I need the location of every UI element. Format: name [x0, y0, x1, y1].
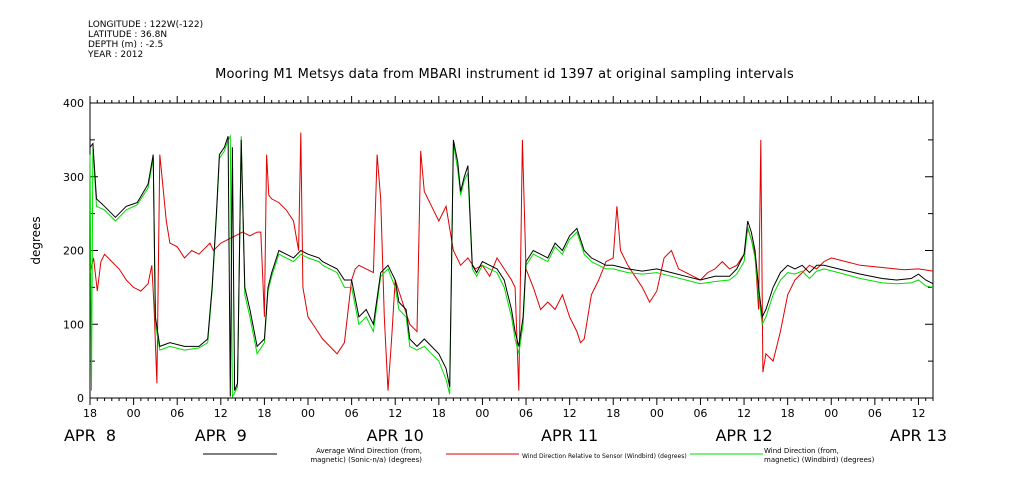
x-tick-label: 12	[214, 407, 228, 420]
chart-title: Mooring M1 Metsys data from MBARI instru…	[215, 67, 794, 82]
x-day-label: APR 12	[715, 426, 772, 445]
x-tick-label: 18	[257, 407, 271, 420]
x-tick-label: 06	[868, 407, 882, 420]
series-layer	[89, 132, 934, 398]
y-tick-label: 300	[63, 171, 84, 184]
x-tick-label: 18	[606, 407, 620, 420]
x-tick-label: 18	[781, 407, 795, 420]
x-tick-label: 00	[127, 407, 141, 420]
x-tick-label: 18	[83, 407, 97, 420]
series-line-black	[89, 136, 934, 397]
x-tick-label: 12	[737, 407, 751, 420]
x-tick-label: 06	[345, 407, 359, 420]
y-tick-label: 100	[63, 318, 84, 331]
y-axis-label: degrees	[29, 216, 43, 264]
axes-layer: 0 100 200 300 400 degrees 18 00 06 12 18 00 06 12 18 00…	[29, 96, 947, 445]
x-tick-label: 00	[650, 407, 664, 420]
x-day-label: APR 13	[890, 426, 947, 445]
x-tick-label: 06	[170, 407, 184, 420]
x-tick-label: 12	[563, 407, 577, 420]
year-label: YEAR : 2012	[88, 50, 144, 60]
y-tick-label: 200	[63, 245, 84, 258]
x-tick-label: 06	[519, 407, 533, 420]
x-day-label: APR 11	[541, 426, 598, 445]
y-tick-label: 0	[77, 392, 84, 405]
longitude-label: LONGITUDE : 122W(-122)	[88, 20, 204, 30]
x-tick-label: 00	[475, 407, 489, 420]
depth-label: DEPTH (m) : -2.5	[88, 40, 164, 50]
metadata-block: LONGITUDE : 122W(-122) LATITUDE : 36.8N …	[88, 20, 203, 60]
x-day-label: APR 8	[64, 426, 116, 445]
x-day-label: APR 10	[367, 426, 424, 445]
x-day-label: APR 9	[195, 426, 247, 445]
latitude-label: LATITUDE : 36.8N	[88, 30, 168, 40]
legend-label-black: Average Wind Direction (from, magnetic) …	[310, 447, 422, 464]
x-tick-label: 18	[432, 407, 446, 420]
series-line-red	[89, 132, 934, 391]
x-tick-label: 00	[301, 407, 315, 420]
legend-label-green: Wind Direction (from, magnetic) (Windbir…	[764, 447, 875, 464]
x-tick-label: 06	[693, 407, 707, 420]
x-tick-label: 12	[911, 407, 925, 420]
legend-label-red: Wind Direction Relative to Sensor (Windb…	[522, 453, 687, 460]
series-line-green	[89, 134, 934, 398]
x-tick-label: 12	[388, 407, 402, 420]
x-tick-label: 00	[824, 407, 838, 420]
plot-frame	[89, 102, 934, 399]
y-tick-label: 400	[63, 97, 84, 110]
